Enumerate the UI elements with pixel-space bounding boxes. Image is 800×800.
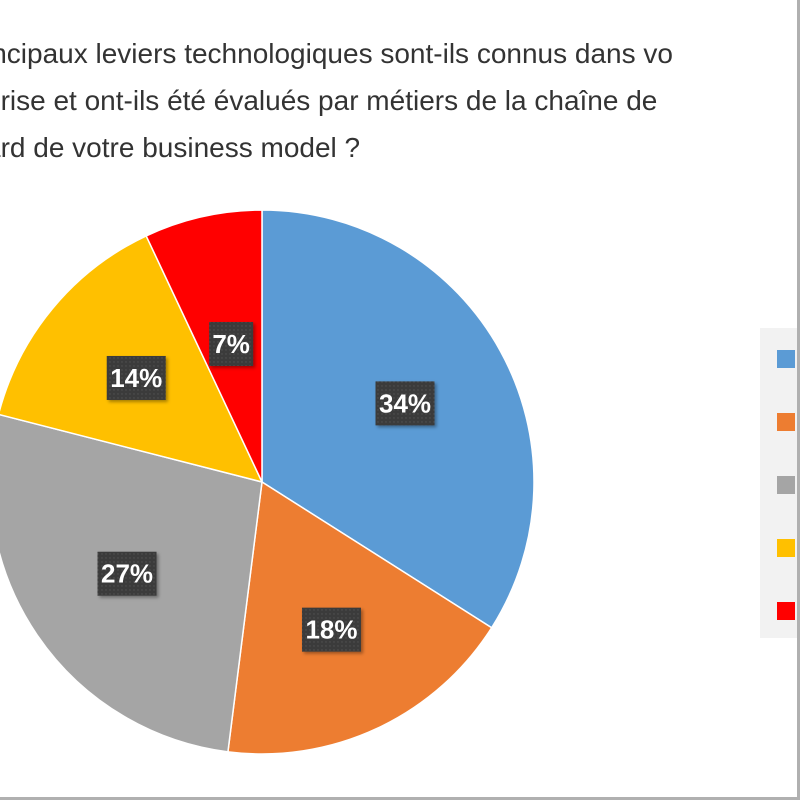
title-line-1: incipaux leviers technologiques sont-ils…: [0, 38, 673, 69]
legend-swatch-5: [777, 602, 795, 620]
legend-swatch-1: [777, 350, 795, 368]
title-line-2: prise et ont-ils été évalués par métiers…: [0, 85, 658, 116]
chart-title: incipaux leviers technologiques sont-ils…: [0, 30, 797, 171]
title-line-3: ard de votre business model ?: [0, 132, 361, 163]
data-label-4: 14%: [106, 355, 166, 400]
data-label-text-5: 7%: [212, 329, 250, 359]
legend: [760, 328, 797, 638]
data-label-box-2: [301, 607, 361, 652]
data-label-box-1: [375, 381, 435, 426]
data-label-text-1: 34%: [379, 388, 431, 418]
data-label-2: 18%: [301, 607, 361, 652]
data-label-text-4: 14%: [110, 363, 162, 393]
legend-swatch-4: [777, 539, 795, 557]
data-label-box-4: [106, 355, 166, 400]
pie-slices: [0, 209, 535, 755]
data-label-text-3: 27%: [101, 559, 153, 589]
data-label-1: 34%: [375, 381, 435, 426]
data-label-3: 27%: [97, 551, 157, 596]
legend-swatch-2: [777, 413, 795, 431]
data-label-text-2: 18%: [305, 615, 357, 645]
pie-data-labels: 34% 18% 27% 14% 7%: [97, 321, 435, 652]
data-label-box-3: [97, 551, 157, 596]
data-label-box-5: [209, 321, 254, 366]
data-label-5: 7%: [209, 321, 254, 366]
legend-swatch-3: [777, 476, 795, 494]
pie-slice-5: [145, 209, 263, 483]
